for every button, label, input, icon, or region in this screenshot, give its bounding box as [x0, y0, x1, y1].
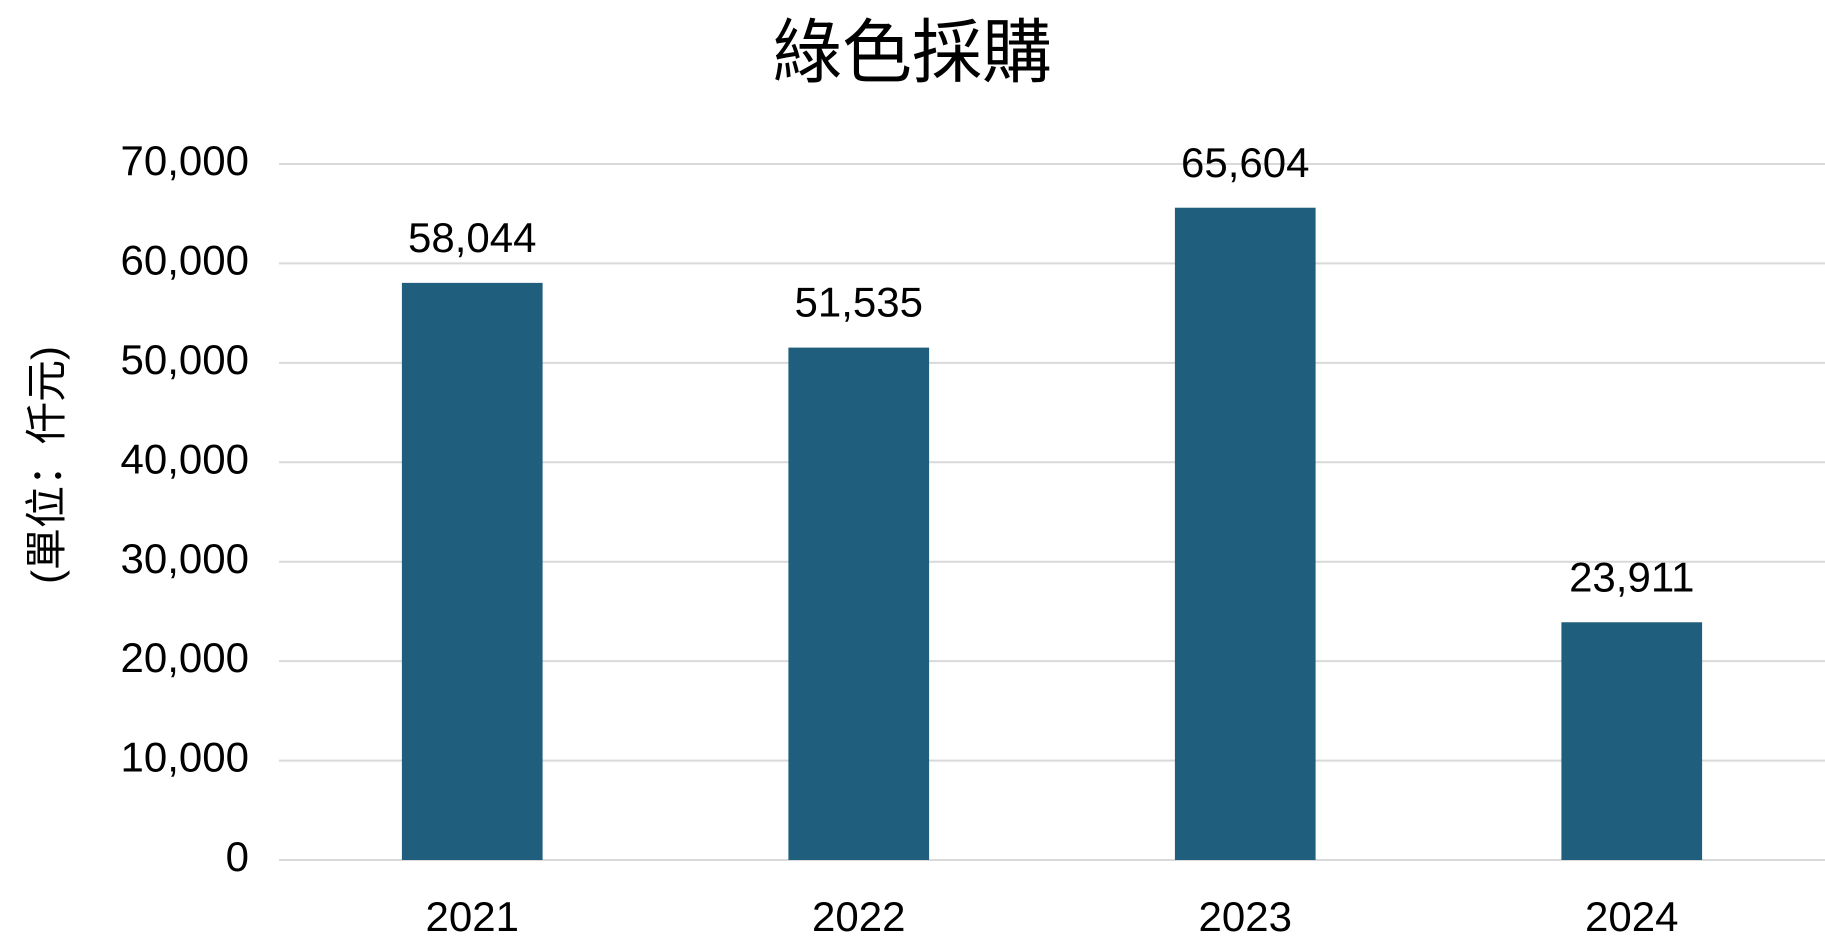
- y-tick-label: 20,000: [121, 634, 249, 681]
- y-tick-label: 10,000: [121, 734, 249, 781]
- y-tick-label: 40,000: [121, 435, 249, 482]
- value-label: 65,604: [1181, 139, 1309, 186]
- value-label: 58,044: [408, 214, 536, 261]
- x-tick-label: 2021: [426, 893, 519, 940]
- y-tick-label: 30,000: [121, 535, 249, 582]
- bar: [1174, 207, 1316, 860]
- y-tick-label: 0: [226, 833, 249, 880]
- value-label: 51,535: [795, 279, 923, 326]
- x-tick-label: 2023: [1199, 893, 1292, 940]
- y-axis-label: (單位：仟元): [23, 346, 70, 584]
- bar: [401, 282, 543, 860]
- x-tick-label: 2022: [812, 893, 905, 940]
- bar: [788, 347, 930, 860]
- chart-title: 綠色採購: [772, 13, 1052, 91]
- y-tick-label: 60,000: [121, 237, 249, 284]
- x-tick-label: 2024: [1585, 893, 1678, 940]
- y-tick-label: 70,000: [121, 137, 249, 184]
- bar: [1561, 622, 1703, 860]
- value-label: 23,911: [1569, 553, 1694, 600]
- y-tick-label: 50,000: [121, 336, 249, 383]
